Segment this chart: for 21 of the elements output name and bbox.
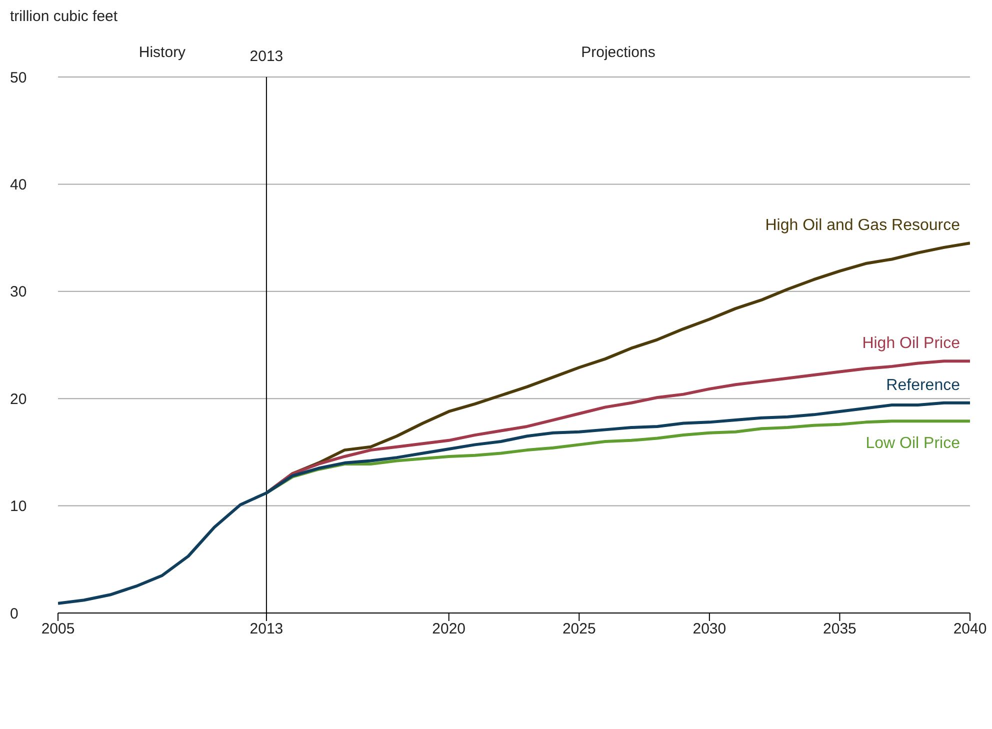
text: Projections — [581, 44, 656, 61]
y-axis-title: trillion cubic feet — [10, 8, 119, 25]
ref-line-label: 2013 — [250, 48, 284, 65]
y-tick-label: 20 — [10, 390, 27, 408]
y-tick-label: 10 — [10, 498, 27, 516]
series-label: High Oil and Gas Resource — [765, 217, 960, 234]
y-tick-label: 30 — [10, 284, 27, 301]
x-tick-label: 2035 — [823, 620, 856, 638]
x-tick-label: 2013 — [250, 620, 284, 638]
y-tick-label: 40 — [10, 176, 27, 194]
x-tick-label: 2040 — [953, 620, 987, 638]
x-tick-label: 2005 — [41, 620, 75, 638]
y-tick-label: 0 — [10, 605, 18, 622]
series-label: Low Oil Price — [866, 435, 960, 452]
x-tick-label: 2030 — [692, 620, 726, 638]
y-tick-label: 50 — [10, 69, 27, 86]
x-tick-label: 2025 — [562, 620, 596, 638]
series-label: Reference — [886, 376, 960, 394]
series-label: High Oil Price — [862, 335, 960, 352]
text: History — [138, 44, 186, 61]
x-tick-label: 2020 — [432, 620, 466, 638]
